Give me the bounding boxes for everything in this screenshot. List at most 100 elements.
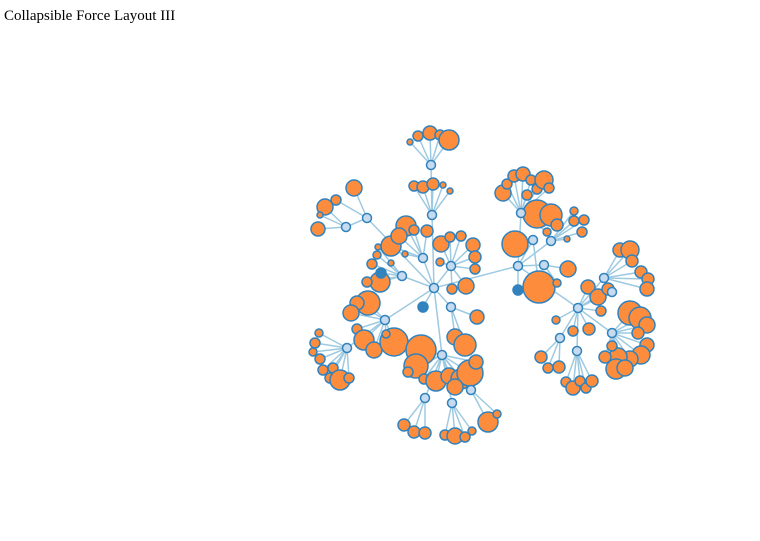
collapsed-node[interactable]: [512, 284, 524, 296]
expanded-node[interactable]: [465, 384, 477, 396]
leaf-node: [314, 328, 324, 338]
expanded-node[interactable]: [512, 260, 524, 272]
leaf-node: [314, 353, 326, 365]
expanded-node[interactable]: [396, 270, 408, 282]
collapsed-node[interactable]: [375, 267, 387, 279]
leaf-node: [585, 374, 599, 388]
expanded-node[interactable]: [361, 212, 373, 224]
leaf-node: [412, 130, 424, 142]
leaf-node: [467, 426, 477, 436]
expanded-node[interactable]: [426, 209, 438, 221]
expanded-node[interactable]: [515, 207, 527, 219]
graph-link: [431, 184, 444, 216]
leaf-node: [550, 218, 564, 232]
expanded-node[interactable]: [417, 252, 429, 264]
leaf-node: [438, 129, 460, 151]
leaf-node: [316, 198, 334, 216]
leaf-node: [521, 189, 533, 201]
expanded-node[interactable]: [419, 392, 431, 404]
leaf-node: [343, 372, 355, 384]
expanded-node[interactable]: [527, 234, 539, 246]
leaf-node: [625, 254, 639, 268]
graph-link: [577, 307, 613, 334]
graph-link: [335, 199, 368, 219]
leaf-node: [407, 425, 421, 439]
graph-link: [384, 287, 435, 321]
graph-link: [422, 257, 435, 289]
expanded-node[interactable]: [606, 286, 618, 298]
leaf-node: [551, 315, 561, 325]
leaf-node: [342, 304, 360, 322]
leaf-node: [639, 281, 655, 297]
expanded-node[interactable]: [341, 342, 353, 354]
expanded-node[interactable]: [445, 301, 457, 313]
leaf-node: [582, 322, 596, 336]
leaf-node: [501, 178, 513, 190]
expanded-node[interactable]: [545, 235, 557, 247]
leaf-node: [444, 231, 456, 243]
leaf-node: [372, 250, 382, 260]
leaf-node: [578, 214, 590, 226]
leaf-node: [552, 360, 566, 374]
expanded-node[interactable]: [340, 221, 352, 233]
leaf-node: [401, 250, 409, 258]
leaf-node: [543, 182, 555, 194]
expanded-node[interactable]: [606, 327, 618, 339]
leaf-node: [402, 366, 414, 378]
leaf-node: [435, 257, 445, 267]
expanded-node[interactable]: [554, 332, 566, 344]
graph-link: [470, 389, 498, 415]
graph-link: [603, 277, 649, 280]
leaf-node: [432, 235, 450, 253]
leaf-node: [534, 350, 548, 364]
leaf-node: [387, 259, 395, 267]
expanded-node[interactable]: [379, 314, 391, 326]
graph-link: [401, 275, 435, 289]
expanded-node[interactable]: [538, 259, 550, 271]
leaf-node: [330, 194, 342, 206]
graph-link: [431, 214, 435, 289]
leaf-node: [439, 181, 447, 189]
leaf-node: [426, 177, 440, 191]
leaf-node: [559, 260, 577, 278]
leaf-node: [469, 263, 481, 275]
leaf-node: [580, 279, 596, 295]
leaf-node: [381, 329, 391, 339]
leaf-node: [542, 362, 554, 374]
expanded-node[interactable]: [425, 159, 437, 171]
graph-link: [366, 217, 435, 289]
leaf-node: [459, 431, 471, 443]
leaf-node: [345, 179, 363, 197]
leaf-node: [468, 354, 484, 370]
expanded-node[interactable]: [598, 272, 610, 284]
leaf-node: [397, 418, 411, 432]
leaf-node: [606, 340, 618, 352]
leaf-node: [589, 288, 607, 306]
expanded-node[interactable]: [571, 345, 583, 357]
leaf-node: [420, 224, 434, 238]
graph-link: [433, 287, 443, 356]
leaf-node: [308, 347, 318, 357]
leaf-node: [468, 250, 482, 264]
leaf-node: [366, 258, 378, 270]
leaf-node: [361, 276, 373, 288]
expanded-node[interactable]: [428, 282, 440, 294]
leaf-node: [522, 270, 556, 304]
leaf-node: [455, 230, 467, 242]
leaf-node: [309, 337, 321, 349]
leaf-node: [631, 326, 645, 340]
expanded-node[interactable]: [446, 397, 458, 409]
expanded-node[interactable]: [572, 302, 584, 314]
page-title: Collapsible Force Layout III: [4, 8, 176, 24]
expanded-node[interactable]: [445, 260, 457, 272]
leaf-node: [457, 277, 475, 295]
collapsed-node[interactable]: [417, 301, 429, 313]
leaf-node: [406, 138, 414, 146]
leaf-node: [569, 206, 579, 216]
expanded-node[interactable]: [436, 349, 448, 361]
graph-nodes: [308, 125, 656, 445]
leaf-node: [552, 278, 562, 288]
leaf-node: [595, 305, 607, 317]
leaf-node: [492, 409, 502, 419]
